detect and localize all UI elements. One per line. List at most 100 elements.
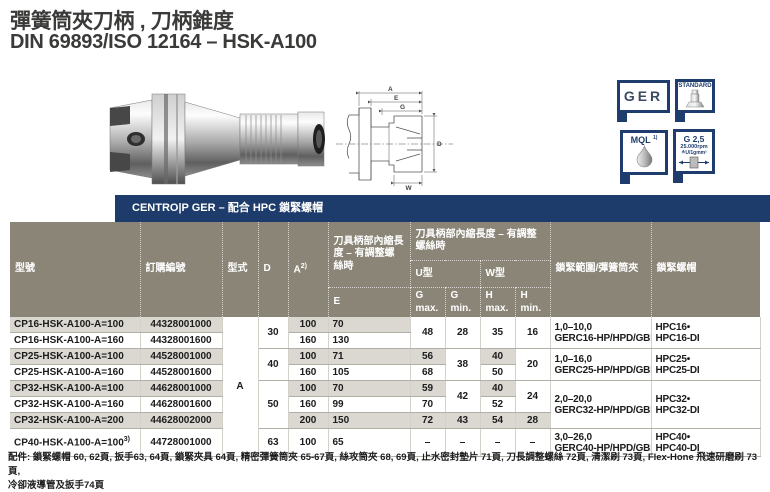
cell-g-min: 38 [445,348,481,381]
header-order: 訂購編號 [140,222,223,317]
cell-h-min: – [515,428,551,457]
cell-nut: HPC16• HPC16-DI [651,317,761,349]
cell-e: 105 [328,364,411,381]
cell-h-max: 50 [480,364,516,381]
cell-e: 70 [328,317,411,333]
cell-g-max: 72 [410,412,446,429]
spec-table: 型號 訂購編號 型式 D A2) 刀具柄部內縮長度 – 有調整螺絲時 刀具柄部內… [10,222,761,457]
svg-text:G: G [400,104,405,111]
table-row: CP16-HSK-A100-A=100 44328001000 A 30 100… [10,317,761,457]
cell-a: 200 [288,412,329,429]
cell-range: 3,0–26,0 GERC40-HP/HPD/GBD [550,428,652,457]
cell-a: 100 [288,428,329,457]
cell-e: 150 [328,412,411,429]
svg-text:W: W [406,185,413,192]
header-u-type: U型 [410,260,481,288]
cell-h-max: 40 [480,348,516,365]
page-subtitle-norm: DIN 69893/ISO 12164 – HSK-A100 [10,31,317,53]
cell-h-min: 20 [515,348,551,381]
standard-badge-label: STANDARD [678,83,712,89]
mql-badge: MQL 1) [620,130,668,184]
standard-badge-tab [675,113,685,122]
cell-a: 160 [288,396,329,413]
header-group-e: 刀具柄部內縮長度 – 有調整螺絲時 [328,222,411,288]
cell-order: 44628001600 [140,396,223,413]
svg-text:A: A [388,86,393,93]
table-row: CP32-HSK-A100-A=200 44628002000 200 150 … [10,412,760,429]
technical-drawing-image: A E G D W [336,86,453,192]
mql-badge-label: MQL 1) [630,135,658,145]
cell-h-min: 24 [515,380,551,413]
cell-h-max: 54 [480,412,516,429]
header-d: D [258,222,289,317]
cell-e: 99 [328,396,411,413]
cell-e: 65 [328,428,411,457]
cell-model: CP40-HSK-A100-A=1003) [10,428,141,457]
product-photo-image [109,93,325,185]
cell-nut: HPC32• HPC32-DI [651,380,761,429]
header-nut: 鎖緊螺帽 [651,222,761,317]
cell-g-max: 48 [410,317,446,349]
cell-g-max: 59 [410,380,446,397]
series-band-title: CENTRO|P GER – 配合 HPC 鎖緊螺帽 [115,195,770,222]
cell-model: CP32-HSK-A100-A=100 [10,380,141,397]
standard-badge: STANDARD [675,79,715,122]
cell-h-max: 52 [480,396,516,413]
cell-model: CP16-HSK-A100-A=100 [10,317,141,333]
table-row: CP25-HSK-A100-A=100 44528001000 40 100 7… [10,348,761,381]
cell-model: CP16-HSK-A100-A=160 [10,332,141,349]
ger-badge-label: GER [623,88,664,104]
cell-model: CP32-HSK-A100-A=160 [10,396,141,413]
svg-text:D: D [437,141,442,148]
accessories-footnote: 配件: 鎖緊螺帽 60, 62頁, 扳手63, 64頁, 鎖緊夾具 64頁, 精… [8,451,764,492]
cell-model: CP25-HSK-A100-A=100 [10,348,141,365]
cell-order: 44528001000 [140,348,223,365]
footnote-line1: 配件: 鎖緊螺帽 60, 62頁, 扳手63, 64頁, 鎖緊夾具 64頁, 精… [8,452,758,477]
cell-g-min: 43 [445,412,481,429]
balance-badge-tab [673,174,683,183]
cell-model: CP25-HSK-A100-A=160 [10,364,141,381]
cell-h-max: – [480,428,516,457]
header-group-gh: 刀具柄部內縮長度 – 有調整螺絲時 [410,222,551,261]
header-e: E [328,287,411,317]
cell-a: 160 [288,332,329,349]
cell-a: 160 [288,364,329,381]
cell-order: 44628001000 [140,380,223,397]
table-row: CP25-HSK-A100-A=160 44528001600 160 105 … [10,364,760,381]
cell-g-min: 28 [445,317,481,349]
cell-d: 30 [258,317,289,349]
footnote-line2: 冷卻液導管及扳手74頁 [8,479,105,491]
svg-text:E: E [394,95,399,102]
balance-icon [679,156,709,169]
cell-d: 63 [258,428,289,457]
ger-badge-tab [617,113,627,122]
cell-e: 130 [328,332,411,349]
page-title: 彈簧筒夾刀柄 , 刀柄錐度 [10,10,234,33]
balance-rpm-label: 25.000rpm [680,144,708,150]
cell-model: CP32-HSK-A100-A=200 [10,412,141,429]
cell-g-min: – [445,428,481,457]
cell-g-min: 42 [445,380,481,413]
cell-order: 44528001600 [140,364,223,381]
header-a: A2) [288,222,329,317]
cell-h-max: 40 [480,380,516,397]
cell-nut: HPC25• HPC25-DI [651,348,761,381]
header-w-type: W型 [480,260,551,288]
ger-badge: GER [617,80,670,122]
table-header-row: 型號 訂購編號 型式 D A2) 刀具柄部內縮長度 – 有調整螺絲時 刀具柄部內… [10,222,761,317]
header-range: 鎖緊範圍/彈簧筒夾 [550,222,652,317]
header-model: 型號 [10,222,141,317]
cell-h-min: 16 [515,317,551,349]
cell-g-max: 56 [410,348,446,365]
cell-e: 70 [328,380,411,397]
cell-range: 1,0–16,0 GERC25-HP/HPD/GBD [550,348,652,381]
table-row: CP40-HSK-A100-A=1003) 44728001000 63 100… [10,428,761,457]
cell-order: 44728001000 [140,428,223,457]
balance-grade-label: G 2,5 [683,134,705,144]
table-row: CP16-HSK-A100-A=160 44328001600 160 130 [10,332,760,349]
cell-d: 40 [258,348,289,381]
cell-d: 50 [258,380,289,429]
